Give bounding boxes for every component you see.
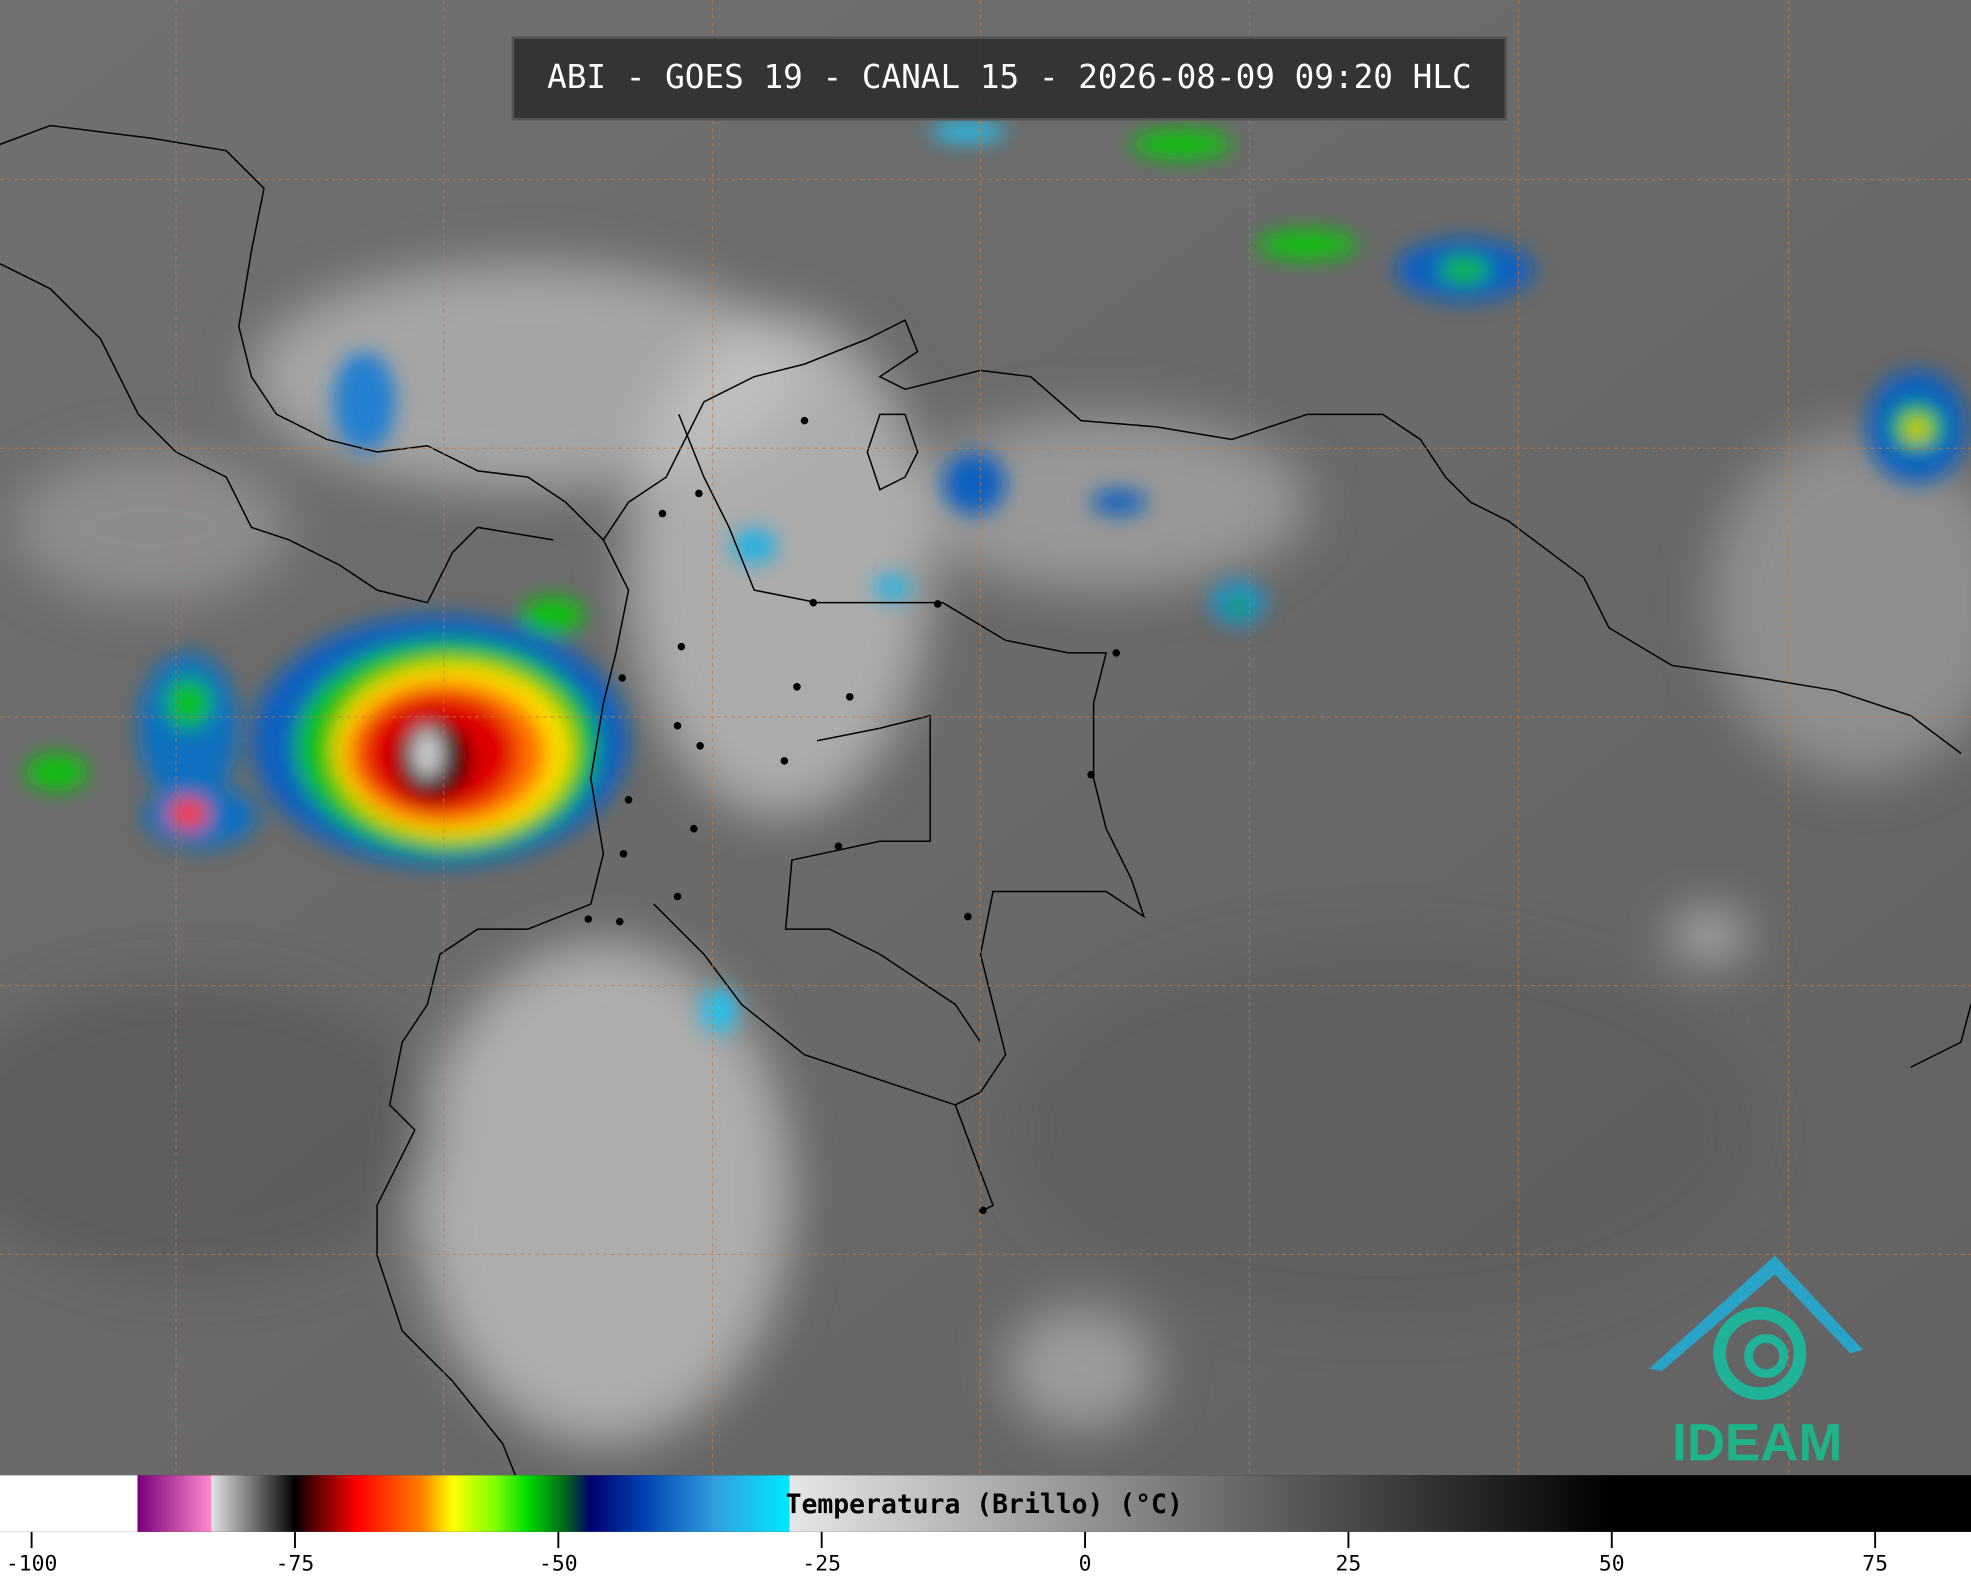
tick-label: -100 bbox=[6, 1551, 57, 1576]
colorbar-label: Temperatura (Brillo) (°C) bbox=[786, 1490, 1183, 1520]
tick-label: 0 bbox=[1079, 1551, 1092, 1576]
colorbar bbox=[0, 1475, 1971, 1532]
tick-label: 50 bbox=[1599, 1551, 1625, 1576]
tick-label: -25 bbox=[802, 1551, 841, 1576]
boundaries bbox=[0, 124, 1971, 1476]
colorbar-ticks: -100 -75 -50 -25 0 25 50 75 bbox=[6, 1531, 1888, 1576]
tick-label: -50 bbox=[539, 1551, 578, 1576]
title-box bbox=[511, 36, 1508, 121]
colorbar-footer bbox=[0, 1531, 1971, 1577]
tick-label: 75 bbox=[1862, 1551, 1888, 1576]
storm-cluster bbox=[25, 121, 1968, 1034]
cloud-layer bbox=[0, 263, 1971, 1444]
graticule bbox=[0, 0, 1971, 1476]
tick-label: -75 bbox=[276, 1551, 315, 1576]
logo: IDEAM bbox=[1649, 1255, 1863, 1472]
city-dots bbox=[584, 416, 1121, 1215]
tick-label: 25 bbox=[1336, 1551, 1362, 1576]
title: ABI - GOES 19 - CANAL 15 - 2026-08-09 09… bbox=[547, 58, 1472, 96]
logo-text: IDEAM bbox=[1672, 1413, 1842, 1472]
